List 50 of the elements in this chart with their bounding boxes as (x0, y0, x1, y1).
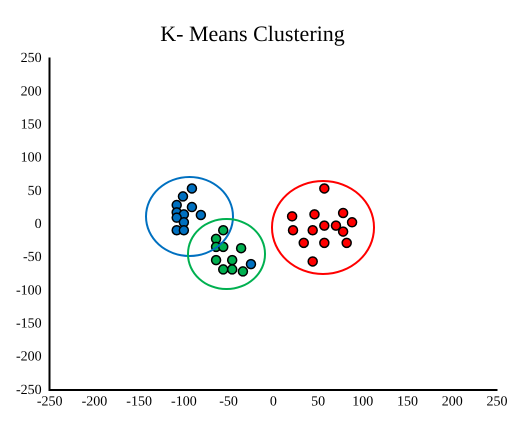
x-tick-label: 0 (270, 394, 277, 410)
point (178, 191, 188, 202)
y-tick-label: -150 (16, 316, 42, 332)
point (186, 202, 198, 212)
point (186, 183, 198, 194)
point (196, 210, 206, 220)
y-tick-label: 50 (28, 184, 42, 199)
y-tick-label: 0 (34, 216, 42, 232)
point (341, 238, 352, 248)
point (218, 264, 228, 275)
y-tick-label: 150 (20, 117, 42, 132)
x-tick-label: -200 (82, 394, 108, 410)
chart-title: K- Means Clustering (160, 20, 345, 46)
point (286, 211, 298, 222)
point (307, 256, 318, 267)
point (309, 209, 320, 220)
point (178, 225, 190, 236)
point (210, 254, 222, 266)
y-tick-label: -250 (16, 382, 42, 398)
x-tick-label: 100 (352, 394, 374, 410)
y-tick-label: -200 (16, 350, 42, 365)
point (236, 242, 246, 254)
point (319, 238, 330, 248)
point (319, 220, 330, 231)
point (346, 217, 358, 228)
point (226, 264, 238, 275)
y-tick-label: -50 (22, 250, 42, 266)
point (218, 225, 228, 236)
y-tick-label: 250 (20, 51, 42, 66)
x-tick-label: 250 (486, 394, 508, 410)
x-tick-label: -50 (219, 394, 238, 410)
y-tick-label: 200 (20, 84, 42, 100)
x-tick-label: -100 (171, 394, 197, 410)
point (226, 254, 238, 266)
point (246, 258, 256, 270)
point (319, 183, 330, 194)
point (307, 225, 318, 236)
x-tick-label: 150 (397, 394, 418, 410)
x-tick-label: 200 (442, 394, 463, 410)
point (338, 226, 348, 237)
point (238, 266, 248, 277)
point (298, 238, 309, 248)
y-tick-label: -100 (16, 283, 42, 298)
x-tick-label: -150 (126, 394, 152, 410)
point (288, 225, 298, 236)
point (330, 220, 342, 231)
x-tick-label: 50 (311, 394, 326, 410)
y-tick-label: 100 (20, 150, 42, 166)
point (171, 212, 182, 223)
point (338, 208, 348, 218)
